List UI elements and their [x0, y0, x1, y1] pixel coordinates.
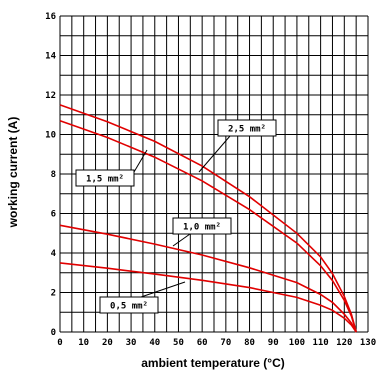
callout-box-1-0-mm [172, 217, 232, 235]
series-line-2-5-mm [59, 104, 357, 333]
x-tick-label: 80 [244, 338, 255, 348]
data-series [59, 104, 357, 333]
y-tick-label: 10 [45, 131, 56, 141]
callout-leader-1-5-mm [133, 149, 148, 173]
series-callouts: 2,5 mm² 1,5 mm² 1,0 mm² 0,5 mm² [75, 119, 277, 314]
x-tick-label: 90 [268, 338, 279, 348]
y-tick-label: 0 [51, 328, 56, 338]
series-line-1-0-mm [59, 224, 357, 333]
y-tick-label: 4 [51, 249, 57, 259]
callout-leader-1-0-mm [172, 233, 191, 247]
y-axis-ticks: 0 2 4 6 8 10 12 14 16 [45, 12, 56, 338]
x-tick-label: 40 [149, 338, 160, 348]
x-tick-label: 50 [173, 338, 184, 348]
series-label-1-0-mm: 1,0 mm² [183, 223, 221, 233]
x-tick-label: 120 [336, 338, 352, 348]
x-tick-label: 100 [289, 338, 305, 348]
callout-box-0-5-mm [99, 296, 159, 314]
y-tick-label: 6 [51, 210, 56, 220]
callout-leader-0-5-mm [140, 281, 186, 298]
x-axis-ticks: 0 10 20 30 40 50 60 70 80 90 100 110 120 130 [57, 338, 376, 348]
y-tick-label: 16 [45, 12, 56, 22]
x-axis-label: ambient temperature (°C) [141, 356, 285, 370]
y-axis-label: working current (A) [6, 117, 20, 229]
x-tick-label: 110 [312, 338, 328, 348]
x-tick-label: 130 [360, 338, 376, 348]
series-line-0-5-mm [59, 262, 357, 333]
series-label-2-5-mm: 2,5 mm² [228, 125, 266, 135]
callout-box-1-5-mm [75, 169, 135, 187]
x-tick-label: 0 [57, 338, 62, 348]
y-tick-label: 8 [51, 170, 56, 180]
x-tick-label: 30 [126, 338, 137, 348]
x-tick-label: 10 [78, 338, 89, 348]
callout-box-2-5-mm [217, 119, 277, 137]
x-tick-label: 70 [220, 338, 231, 348]
callout-leader-2-5-mm [198, 135, 231, 173]
series-label-0-5-mm: 0,5 mm² [110, 302, 148, 312]
series-line-1-5-mm [59, 119, 357, 333]
series-label-1-5-mm: 1,5 mm² [86, 175, 124, 185]
x-tick-label: 60 [197, 338, 208, 348]
y-tick-label: 2 [51, 289, 56, 299]
y-tick-label: 14 [45, 52, 56, 62]
x-tick-label: 20 [102, 338, 113, 348]
y-tick-label: 12 [45, 91, 56, 101]
